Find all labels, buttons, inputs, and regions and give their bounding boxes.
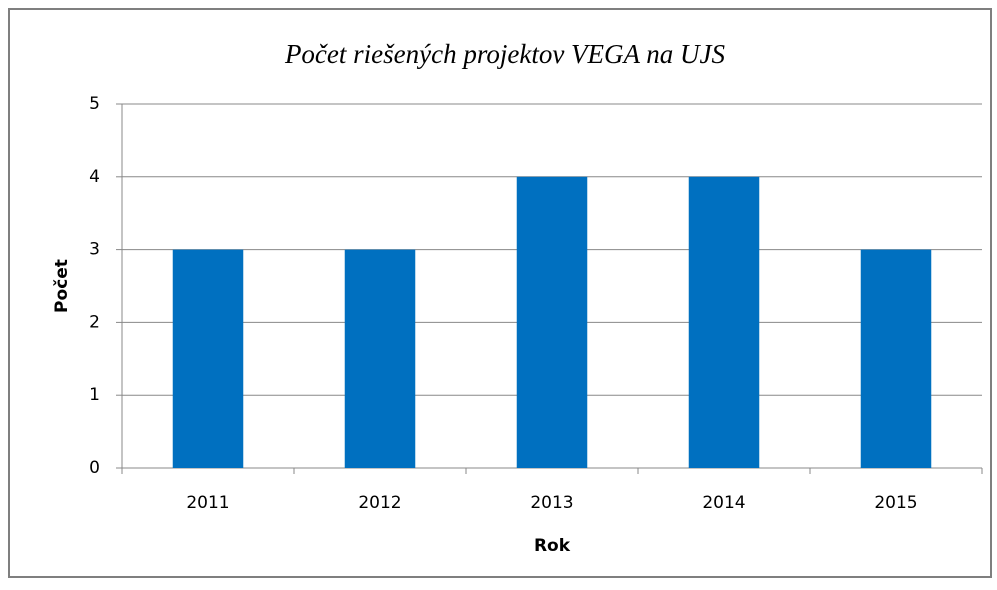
bar [516, 176, 588, 469]
y-axis-label: Počet [52, 259, 72, 313]
bar [344, 249, 416, 468]
y-tick-label: 4 [89, 167, 100, 187]
chart-border [8, 8, 992, 578]
y-tick-label: 1 [89, 385, 100, 405]
x-tick-label: 2014 [702, 493, 745, 513]
bar [172, 249, 244, 468]
x-tick-label: 2013 [530, 493, 573, 513]
x-tick-label: 2011 [186, 493, 229, 513]
x-axis-label: Rok [534, 536, 571, 556]
y-tick-label: 2 [89, 312, 100, 332]
bar [860, 249, 932, 468]
chart-title: Počet riešených projektov VEGA na UJS [284, 39, 726, 69]
y-tick-label: 3 [89, 240, 100, 260]
x-tick-label: 2015 [874, 493, 917, 513]
y-tick-label: 0 [89, 458, 100, 478]
bar [688, 176, 760, 469]
x-tick-label: 2012 [358, 493, 401, 513]
y-tick-label: 5 [89, 94, 100, 114]
